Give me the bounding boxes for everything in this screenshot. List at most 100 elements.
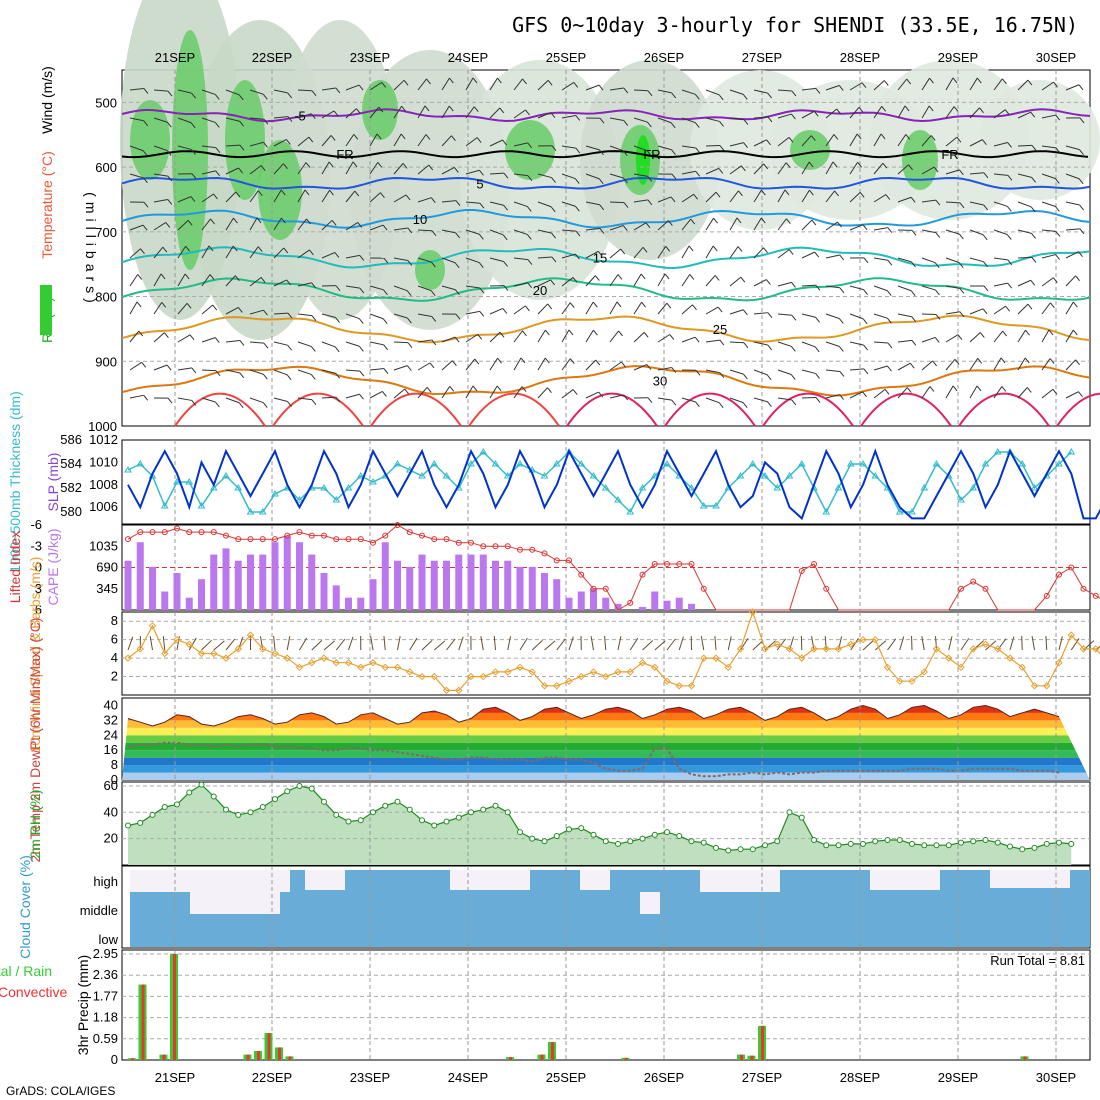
surface-barb: [370, 636, 374, 651]
wind-barb-flag: [164, 332, 169, 338]
rh-point: [406, 806, 413, 813]
wind-barb: [321, 110, 335, 119]
wind-barb: [705, 275, 716, 287]
wind-speed-point: [528, 668, 536, 676]
surface-barb: [1031, 636, 1035, 651]
temp-band: [122, 742, 1090, 751]
wind-barb-flag: [215, 370, 221, 376]
thickness-point: [1018, 460, 1027, 467]
wind-barb: [873, 194, 887, 203]
surface-barb: [811, 636, 815, 651]
thickness-point: [614, 496, 622, 503]
li-point: [700, 585, 707, 592]
cape-bar: [430, 560, 438, 610]
wind-barb: [897, 285, 912, 292]
wind-barb: [753, 116, 768, 119]
wind-barb-flag: [333, 110, 339, 117]
wind-barb: [969, 172, 984, 175]
isotherm-line: [121, 365, 1091, 397]
wind-barb-flag: [1026, 387, 1032, 393]
wind-speed-point: [1043, 682, 1051, 690]
isotherm-line: [566, 392, 658, 427]
wind-barb: [393, 388, 406, 399]
wind-barb-flag: [160, 273, 166, 280]
wind-barb-flag: [667, 220, 673, 226]
wind-barb-flag: [808, 161, 814, 168]
surface-barb: [789, 636, 795, 651]
convective-bar: [540, 1054, 544, 1060]
dewpoint-line: [127, 741, 1060, 778]
wind-barb-flag: [479, 287, 485, 294]
wind-label: Wind (m/s): [39, 66, 55, 134]
wind-barb-flag: [383, 289, 388, 296]
wind-barb: [297, 282, 312, 287]
wind-barb-flag: [400, 133, 406, 140]
thickness-point: [369, 478, 377, 485]
wind-barb-flag: [982, 139, 987, 145]
li-point: [235, 536, 242, 543]
wind-barb-flag: [287, 92, 293, 99]
wind-barb: [201, 397, 216, 403]
surface-barb: [507, 636, 512, 651]
wind-barb: [993, 330, 1004, 343]
thickness-point: [246, 508, 255, 515]
rh-point: [921, 842, 928, 849]
wind-barb-flag: [527, 142, 533, 149]
wind-barb: [369, 368, 384, 371]
wind-barb: [609, 394, 624, 399]
wind-barb-flag: [136, 301, 142, 308]
wind-barb: [633, 222, 647, 231]
wind-barb: [225, 217, 234, 231]
rh-point: [137, 819, 144, 826]
wind-barb: [729, 341, 745, 344]
thickness-point: [834, 484, 843, 491]
wind-barb-flag: [935, 314, 941, 320]
wind-barb-flag: [717, 306, 723, 313]
wind-barb-flag: [742, 94, 748, 100]
thickness-point: [173, 478, 181, 485]
wind-barb: [393, 313, 408, 319]
wind-barb: [201, 145, 216, 149]
wind-barb: [441, 336, 456, 343]
wind-barb: [561, 302, 571, 315]
wind-barb-flag: [235, 275, 240, 281]
wind-barb-flag: [905, 134, 911, 140]
wind-barb-flag: [1002, 330, 1008, 337]
wind-barb-flag: [1055, 231, 1061, 237]
wind-barb-flag: [453, 167, 459, 173]
rh-point: [713, 844, 719, 851]
wind-barb: [1017, 357, 1026, 371]
date-tick: 26SEP: [644, 50, 684, 65]
thickness-point: [981, 460, 990, 467]
wind-speed-point: [271, 649, 279, 658]
wind-speed-point: [663, 677, 671, 685]
isotherm-line: [121, 246, 1091, 270]
wind-barb-flag: [791, 282, 796, 288]
thickness-point: [785, 472, 794, 479]
wind-barb-flag: [719, 121, 724, 127]
wind-barb: [273, 279, 287, 287]
cape-bar: [443, 560, 450, 610]
li-point: [1056, 571, 1062, 578]
wind-barb-flag: [448, 105, 454, 112]
li-point: [296, 529, 303, 536]
surface-barb: [383, 636, 386, 651]
wind-barb-flag: [503, 172, 509, 179]
wind-speed-point: [712, 654, 720, 662]
wind-barb-flag: [331, 219, 337, 226]
rh-point: [700, 839, 707, 846]
precip-tick: 0.59: [93, 1031, 118, 1046]
wind-barb-flag: [425, 134, 431, 140]
surface-barb: [604, 636, 607, 651]
wind-speed-point: [932, 645, 941, 653]
wind-barb: [513, 386, 523, 399]
cape-bar: [357, 597, 365, 610]
wind-barb-flag: [357, 222, 363, 228]
wind-barb-flag: [906, 387, 912, 393]
wind-barb-flag: [1031, 257, 1037, 263]
wind-barb: [417, 164, 430, 175]
rh-point: [468, 809, 474, 816]
wind-barb: [1041, 302, 1051, 315]
wind-barb-flag: [479, 202, 485, 209]
